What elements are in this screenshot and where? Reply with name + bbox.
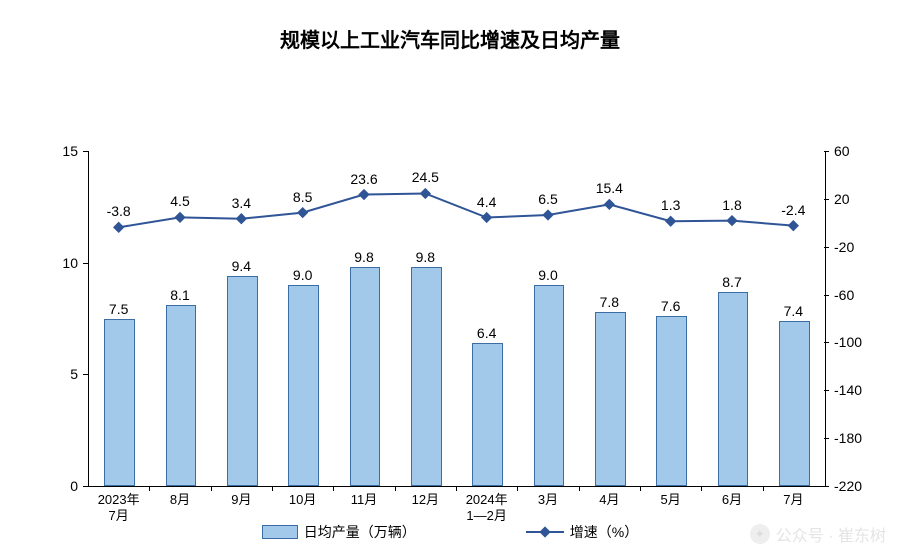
line-series: [0, 63, 900, 536]
legend-bar-item: 日均产量（万辆）: [262, 522, 416, 542]
watermark-text: 公众号 · 崔东树: [776, 522, 886, 546]
chart-title: 规模以上工业汽车同比增速及日均产量: [0, 0, 900, 63]
legend-line-item: 增速（%）: [526, 522, 638, 542]
legend-bar-swatch: [262, 525, 298, 539]
chart-area: 051015-220-180-140-100-60-2020602023年 7月…: [0, 63, 900, 556]
watermark: ✦ 公众号 · 崔东树: [750, 522, 886, 546]
wechat-icon: ✦: [750, 524, 770, 544]
legend-line-label: 增速（%）: [570, 522, 638, 542]
legend-line-swatch: [526, 531, 564, 533]
legend-bar-label: 日均产量（万辆）: [304, 522, 416, 542]
